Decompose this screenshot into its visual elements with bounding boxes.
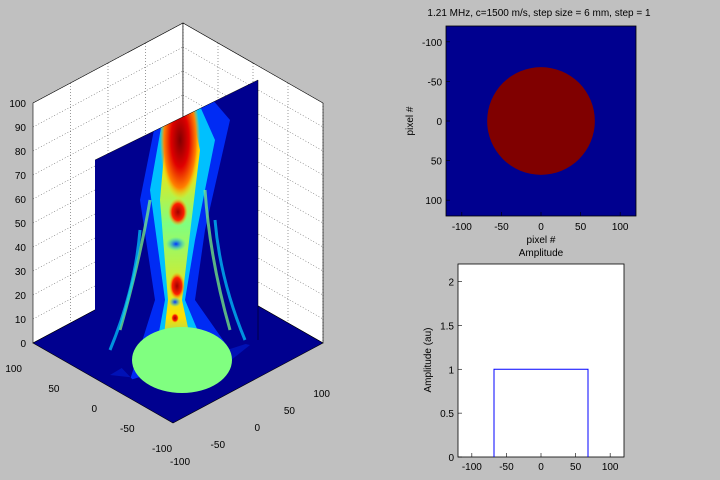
y-tick-label: 0: [436, 117, 442, 128]
amplitude-plot: [457, 263, 625, 458]
z-tick-label: 80: [15, 147, 27, 158]
z-tick-label: 50: [15, 219, 27, 230]
y-tick-label: 0: [448, 453, 454, 464]
x-tick-label: 100: [612, 222, 629, 233]
amplitude-axes: Amplitude -100 -50 0 50 100 0 0.5 1 1.5 2 Amplit…: [423, 248, 625, 473]
y-tick-labels: 100 50 0 -50 -100: [170, 389, 330, 468]
x-tick-label: -100: [152, 444, 172, 455]
beam-slice: [95, 80, 258, 380]
x-tick-label: -100: [452, 222, 472, 233]
y-tick-label: -50: [428, 77, 443, 88]
z-tick-label: 70: [15, 171, 27, 182]
source-map-x-ticks: -100 -50 0 50 100: [452, 212, 629, 233]
pressure-field-3d-axes: 0 10 20 30 40 50 60 70 80 90 100 100 50 0 -50 -100 100…: [5, 22, 330, 468]
x-tick-label: 0: [538, 462, 544, 473]
source-map-xlabel: pixel #: [527, 235, 556, 246]
source-map-axes: 1.21 MHz, c=1500 m/s, step size = 6 mm, …: [405, 8, 651, 246]
x-tick-label: 100: [5, 364, 22, 375]
y-tick-label: 0.5: [440, 409, 454, 420]
source-map-title: 1.21 MHz, c=1500 m/s, step size = 6 mm, …: [427, 8, 651, 19]
y-tick-label: -100: [422, 38, 442, 49]
z-tick-label: 10: [15, 315, 27, 326]
y-tick-label: 50: [284, 406, 296, 417]
y-tick-label: -100: [170, 457, 190, 468]
y-tick-label: 50: [431, 157, 443, 168]
source-disk-3d: [132, 327, 232, 393]
x-tick-label: 50: [48, 384, 60, 395]
z-tick-label: 90: [15, 123, 27, 134]
z-tick-label: 100: [9, 99, 26, 110]
y-tick-label: 0: [254, 423, 260, 434]
y-tick-label: 1: [448, 365, 454, 376]
source-disk: [487, 67, 595, 175]
x-tick-label: 100: [602, 462, 619, 473]
y-tick-label: 100: [425, 196, 442, 207]
amplitude-x-ticks: -100 -50 0 50 100: [462, 453, 619, 473]
x-tick-label: -50: [120, 424, 135, 435]
source-map-ylabel: pixel #: [405, 106, 416, 135]
x-tick-label: 0: [91, 404, 97, 415]
x-tick-label: -50: [494, 222, 509, 233]
z-tick-label: 30: [15, 267, 27, 278]
z-tick-labels: 0 10 20 30 40 50 60 70 80 90 100: [9, 99, 26, 350]
x-tick-label: -50: [499, 462, 514, 473]
z-tick-label: 20: [15, 291, 27, 302]
y-tick-label: -50: [211, 440, 226, 451]
source-map-y-ticks: -100 -50 0 50 100: [422, 38, 450, 207]
y-tick-label: 100: [313, 389, 330, 400]
amplitude-ylabel: Amplitude (au): [423, 327, 434, 392]
x-tick-label: -100: [462, 462, 482, 473]
slice-edge: [94, 79, 259, 340]
y-tick-label: 1.5: [440, 321, 454, 332]
z-tick-label: 40: [15, 243, 27, 254]
x-tick-label: 0: [538, 222, 544, 233]
amplitude-y-ticks: 0 0.5 1 1.5 2: [440, 278, 462, 464]
z-tick-label: 0: [20, 339, 26, 350]
z-tick-label: 60: [15, 195, 27, 206]
y-tick-label: 2: [448, 278, 454, 289]
amplitude-title: Amplitude: [519, 248, 564, 259]
x-tick-labels: 100 50 0 -50 -100: [5, 364, 172, 455]
x-tick-label: 50: [575, 222, 587, 233]
x-tick-label: 50: [570, 462, 582, 473]
amplitude-series-line: [493, 368, 589, 457]
